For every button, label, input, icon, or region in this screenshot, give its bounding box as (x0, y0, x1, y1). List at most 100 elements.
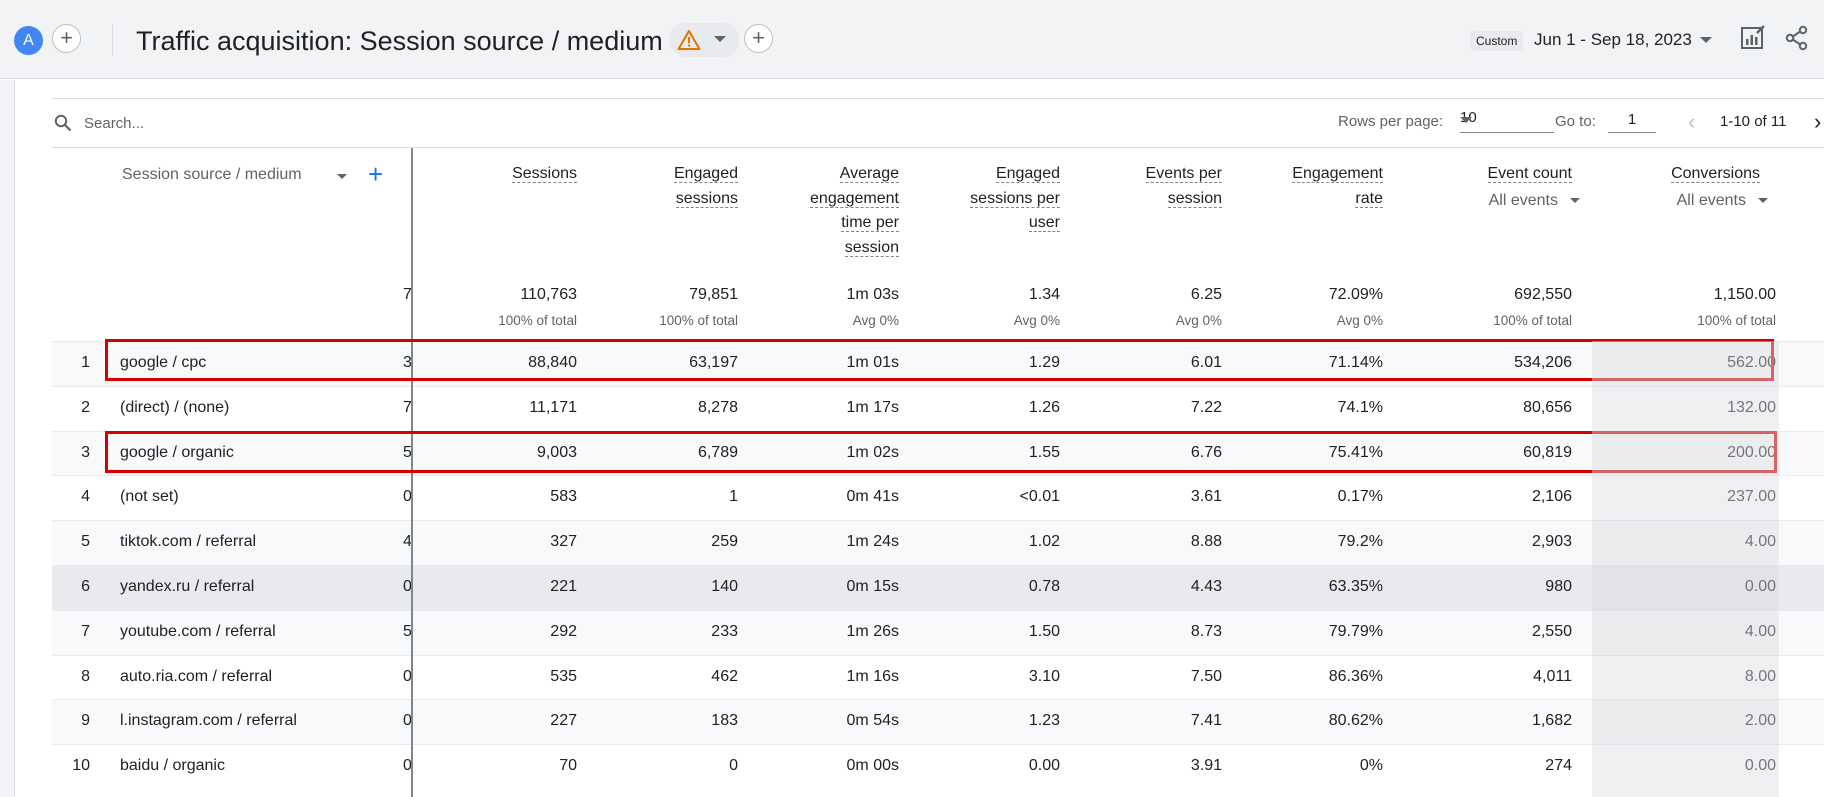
column-total: 692,550 (1514, 286, 1572, 303)
add-filter-button[interactable]: + (744, 24, 773, 53)
metric-cell: 8,278 (697, 398, 738, 416)
metric-cell: 70 (559, 757, 577, 775)
search-input[interactable] (84, 112, 384, 134)
metric-cell: 4.00 (1744, 533, 1776, 551)
next-page-button[interactable]: › (1814, 109, 1822, 134)
clipped-cell-fragment: 7 (403, 398, 411, 416)
column-header-5[interactable]: Engagement rate (1292, 162, 1383, 211)
metric-cell: 74.1% (1337, 398, 1383, 416)
metric-cell: 1,682 (1531, 712, 1572, 730)
column-header-4[interactable]: Events per session (1145, 162, 1222, 211)
chevron-down-icon[interactable] (337, 174, 347, 179)
account-avatar[interactable]: A (14, 26, 43, 55)
column-header-text: Sessions (512, 165, 577, 183)
metric-cell: 3.91 (1190, 757, 1222, 775)
row-number: 10 (72, 757, 90, 775)
column-header-1[interactable]: Engaged sessions (673, 162, 738, 211)
date-range-picker[interactable]: Jun 1 - Sep 18, 2023 (1534, 30, 1692, 49)
metric-cell: 1.02 (1028, 533, 1060, 551)
table-row[interactable]: 4 (not set) 0 583 1 0m 41s <0.01 3.61 0.17% 2,106… (52, 475, 1824, 521)
column-header-3[interactable]: Engaged sessions per user (970, 162, 1060, 236)
customize-report-icon[interactable] (1739, 24, 1767, 52)
column-header-text: user (1028, 214, 1060, 232)
metric-cell: 0 (729, 757, 738, 775)
metric-cell: 200.00 (1727, 443, 1776, 461)
column-header-6[interactable]: Event count (1487, 162, 1572, 187)
event-filter-select[interactable]: All events (1489, 190, 1580, 212)
source-medium-cell: (not set) (120, 488, 179, 506)
column-header-2[interactable]: Average engagement time per session (810, 162, 899, 260)
add-dimension-button[interactable]: + (368, 159, 384, 189)
event-filter-label: All events (1676, 192, 1746, 209)
metric-cell: 80,656 (1523, 398, 1572, 416)
column-header-text: Engaged (995, 165, 1060, 183)
metric-cell: 2,903 (1531, 533, 1572, 551)
metric-cell: 60,819 (1523, 443, 1572, 461)
row-number: 1 (81, 354, 90, 371)
metric-cell: 79.2% (1337, 533, 1383, 551)
metric-cell: 0.00 (1744, 578, 1776, 595)
metric-cell: 132.00 (1727, 398, 1776, 416)
metric-cell: 80.62% (1328, 712, 1383, 730)
table-row[interactable]: 8 auto.ria.com / referral 0 535 462 1m 16s 3.1… (52, 654, 1824, 700)
metric-cell: 63.35% (1328, 578, 1383, 595)
clipped-cell-fragment: 0 (403, 578, 411, 595)
metric-cell: 1m 17s (846, 398, 899, 416)
column-header-text: Average (839, 165, 899, 183)
rows-per-page-label: Rows per page: (1338, 113, 1444, 130)
column-header-text: Engagement (1292, 165, 1383, 183)
column-header-text: sessions (675, 189, 738, 208)
chevron-down-icon[interactable] (1700, 37, 1712, 43)
source-medium-cell: (direct) / (none) (120, 398, 230, 416)
clipped-cell-fragment: 3 (403, 354, 411, 371)
add-comparison-button[interactable]: + (52, 24, 81, 53)
metric-cell: 1m 24s (846, 533, 899, 551)
column-total-share: 100% of total (1493, 313, 1572, 328)
column-header-0[interactable]: Sessions (512, 162, 577, 187)
source-medium-cell: yandex.ru / referral (120, 578, 255, 595)
metric-cell: 0.78 (1028, 578, 1060, 595)
metric-cell: 71.14% (1328, 354, 1383, 371)
metric-cell: 221 (550, 578, 577, 595)
metric-cell: 11,171 (529, 398, 577, 416)
dimension-header[interactable]: Session source / medium (122, 166, 302, 183)
table-row[interactable]: 2 (direct) / (none) 7 11,171 8,278 1m 17s 1.26… (52, 385, 1824, 431)
metric-cell: 9,003 (536, 443, 577, 461)
go-to-page-input[interactable] (1608, 107, 1656, 133)
table-row[interactable]: 1 google / cpc 3 88,840 63,197 1m 01s 1.29 6.01… (52, 341, 1824, 386)
chevron-down-icon (714, 36, 726, 42)
column-total: 1,150.00 (1713, 286, 1776, 303)
metric-cell: 0.00 (1744, 757, 1776, 775)
metric-cell: 1 (729, 488, 738, 506)
date-preset-chip: Custom (1470, 31, 1524, 51)
table-row[interactable]: 6 yandex.ru / referral 0 221 140 0m 15s 0.78 4.… (52, 565, 1824, 610)
column-total: 79,851 (689, 286, 738, 303)
table-row[interactable]: 7 youtube.com / referral 5 292 233 1m 26s 1.50… (52, 609, 1824, 655)
previous-page-button[interactable]: ‹ (1688, 109, 1696, 134)
table-row[interactable]: 10 baidu / organic 0 70 0 0m 00s 0.00 3.91 0% 274… (52, 744, 1824, 789)
frozen-column-divider (411, 148, 413, 797)
metric-cell: 0.17% (1337, 488, 1383, 506)
data-quality-button[interactable] (669, 23, 740, 57)
column-header-text: session (844, 238, 899, 257)
clipped-total-fragment: 7 (403, 286, 411, 303)
metric-cell: 0m 41s (846, 488, 899, 506)
event-filter-select[interactable]: All events (1677, 190, 1768, 212)
table-row[interactable]: 9 l.instagram.com / referral 0 227 183 0m 54s… (52, 699, 1824, 745)
metric-cell: 7.22 (1190, 398, 1222, 416)
metric-cell: 140 (711, 578, 738, 595)
table-row[interactable]: 5 tiktok.com / referral 4 327 259 1m 24s 1.02 8… (52, 520, 1824, 565)
source-medium-cell: google / organic (120, 443, 234, 461)
column-header-text: Events per (1145, 165, 1222, 183)
share-icon[interactable] (1783, 24, 1811, 52)
rows-per-page-select[interactable]: 10 (1460, 107, 1554, 133)
conversions-column-highlight (1592, 341, 1779, 797)
column-header-7[interactable]: Conversions (1671, 162, 1760, 187)
table-row[interactable]: 3 google / organic 5 9,003 6,789 1m 02s 1.55 6.… (52, 430, 1824, 476)
metric-cell: 535 (550, 667, 577, 685)
column-total-share: Avg 0% (1336, 313, 1383, 328)
metric-cell: 4.43 (1190, 578, 1222, 595)
clipped-cell-fragment: 0 (403, 712, 411, 730)
metric-cell: 274 (1545, 757, 1572, 775)
column-header-text: engagement (810, 189, 899, 208)
